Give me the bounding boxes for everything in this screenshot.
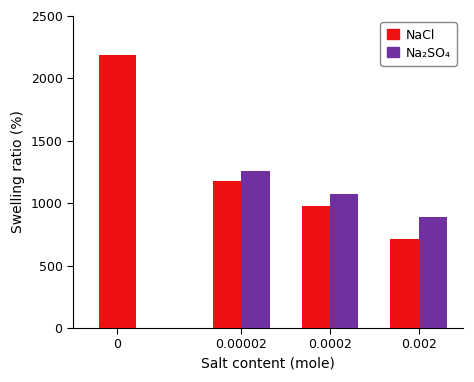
Bar [330,194,358,328]
Bar [301,206,330,328]
Y-axis label: Swelling ratio (%): Swelling ratio (%) [11,110,25,233]
Bar [213,181,241,328]
Bar [241,172,270,328]
Bar [99,55,136,328]
X-axis label: Salt content (mole): Salt content (mole) [201,357,335,371]
Legend: NaCl, Na₂SO₄: NaCl, Na₂SO₄ [381,23,456,66]
Bar [419,217,447,328]
Bar [390,240,419,328]
